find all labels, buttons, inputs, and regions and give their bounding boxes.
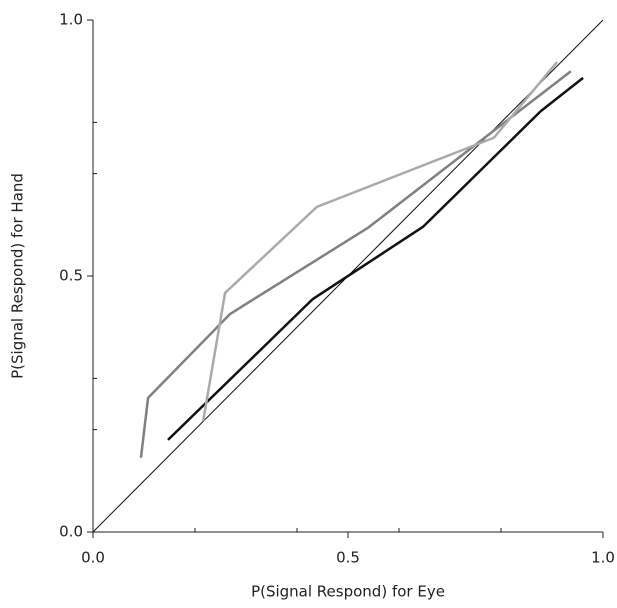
x-tick-label: 0.5 bbox=[336, 549, 360, 567]
x-tick-label: 1.0 bbox=[591, 549, 615, 567]
x-tick-label: 0.0 bbox=[81, 549, 105, 567]
y-tick-label: 0.0 bbox=[59, 523, 83, 541]
series-line bbox=[139, 70, 572, 458]
y-tick-label: 0.5 bbox=[59, 267, 83, 285]
series-line bbox=[201, 61, 559, 422]
series-line bbox=[167, 76, 584, 441]
y-tick-label: 1.0 bbox=[59, 11, 83, 29]
x-axis-title: P(Signal Respond) for Eye bbox=[251, 583, 445, 601]
y-axis-title: P(Signal Respond) for Hand bbox=[9, 173, 27, 379]
